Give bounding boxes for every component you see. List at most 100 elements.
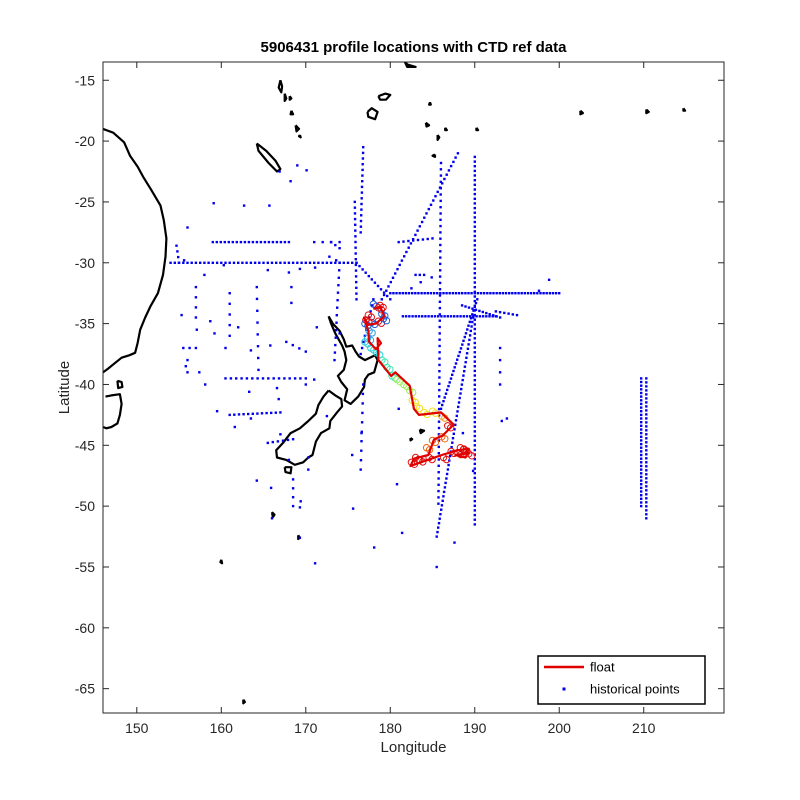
historical-point — [287, 240, 291, 244]
historical-point — [645, 481, 648, 484]
historical-point — [360, 346, 364, 350]
historical-point — [195, 328, 198, 331]
historical-point — [437, 433, 441, 436]
historical-point — [335, 314, 338, 317]
historical-point — [430, 276, 433, 279]
historical-point — [473, 499, 476, 503]
historical-point — [359, 225, 363, 228]
historical-point — [266, 261, 269, 264]
historical-point — [443, 396, 446, 399]
historical-point — [439, 250, 442, 253]
historical-point — [475, 315, 478, 318]
historical-point — [481, 315, 485, 318]
historical-point — [640, 428, 643, 431]
historical-point — [224, 377, 227, 380]
historical-point — [452, 432, 455, 435]
historical-point — [186, 371, 189, 374]
historical-point — [394, 272, 397, 275]
plot-area — [103, 62, 724, 713]
historical-point — [402, 240, 405, 243]
historical-point — [338, 247, 341, 250]
y-tick-label: -35 — [75, 316, 95, 332]
historical-point — [640, 435, 643, 438]
historical-point — [351, 453, 354, 457]
historical-point — [421, 238, 425, 241]
historical-point — [473, 337, 476, 340]
historical-point — [473, 230, 476, 233]
historical-point — [237, 326, 240, 329]
historical-point — [473, 305, 476, 308]
historical-point — [400, 531, 404, 535]
historical-point — [473, 192, 476, 196]
historical-point — [473, 379, 476, 382]
historical-point — [463, 370, 466, 373]
historical-point — [439, 206, 442, 209]
historical-point — [473, 406, 476, 410]
historical-point — [645, 405, 648, 408]
historical-point — [462, 315, 465, 318]
historical-point — [440, 508, 443, 511]
historical-point — [338, 332, 341, 335]
y-tick-label: -30 — [75, 255, 95, 271]
historical-point — [262, 261, 265, 264]
historical-point — [640, 380, 643, 384]
historical-point — [361, 174, 364, 177]
historical-point — [645, 437, 648, 440]
historical-point — [439, 168, 443, 171]
y-tick-label: -45 — [75, 437, 95, 453]
historical-point — [473, 341, 476, 345]
historical-point — [645, 473, 648, 476]
historical-point — [194, 316, 198, 319]
historical-point — [400, 259, 404, 262]
historical-point — [645, 417, 648, 420]
historical-point — [220, 261, 223, 264]
y-tick-label: -65 — [75, 681, 95, 697]
legend-float-label: float — [590, 660, 615, 675]
historical-point — [291, 343, 294, 347]
historical-point — [465, 356, 468, 359]
historical-point — [473, 360, 476, 363]
historical-point — [473, 383, 476, 386]
historical-point — [290, 301, 293, 305]
historical-point — [360, 449, 363, 452]
historical-point — [473, 495, 476, 498]
historical-point — [454, 423, 457, 426]
historical-point — [395, 292, 398, 295]
historical-point — [504, 292, 508, 295]
x-tick-label: 210 — [632, 720, 656, 736]
historical-point — [215, 240, 218, 244]
historical-point — [287, 458, 291, 462]
historical-point — [213, 332, 216, 335]
historical-point — [354, 258, 357, 261]
historical-point — [500, 419, 503, 423]
historical-point — [271, 440, 274, 444]
historical-point — [456, 358, 459, 361]
historical-point — [438, 517, 441, 520]
coastline — [270, 511, 276, 519]
historical-point — [354, 240, 357, 244]
historical-point — [503, 311, 506, 315]
historical-point — [431, 237, 434, 240]
historical-point — [473, 416, 476, 419]
historical-point — [451, 373, 454, 376]
historical-point — [640, 395, 643, 398]
historical-point — [640, 402, 643, 406]
historical-point — [451, 437, 455, 440]
historical-point — [188, 346, 191, 350]
historical-point — [411, 292, 414, 295]
historical-point — [461, 343, 464, 346]
historical-point — [437, 496, 440, 499]
historical-point — [235, 377, 238, 380]
historical-point — [237, 413, 241, 416]
coastline — [409, 437, 414, 442]
historical-point — [313, 562, 317, 565]
historical-point — [355, 298, 358, 301]
historical-point — [219, 240, 222, 244]
historical-point — [385, 289, 388, 292]
historical-point — [175, 244, 178, 247]
historical-point — [437, 426, 441, 430]
historical-point — [401, 315, 405, 318]
x-tick-label: 160 — [210, 720, 234, 736]
historical-point — [255, 297, 259, 301]
